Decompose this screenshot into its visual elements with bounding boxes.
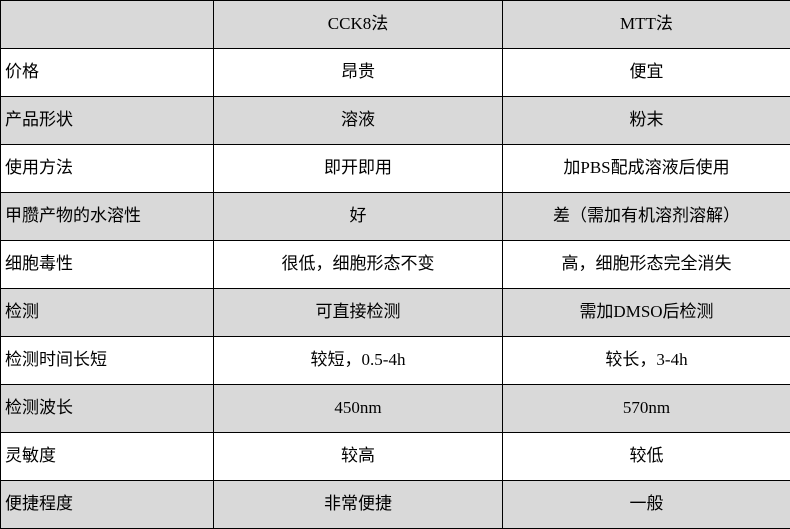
table-row: 灵敏度 较高 较低 (0, 432, 790, 481)
cell-cck8-cytotoxicity: 很低，细胞形态不变 (213, 240, 503, 289)
table-row: 甲臜产物的水溶性 好 差（需加有机溶剂溶解） (0, 192, 790, 241)
row-label-detection: 检测 (0, 288, 214, 337)
row-label-formazan-solubility: 甲臜产物的水溶性 (0, 192, 214, 241)
table-row: 检测波长 450nm 570nm (0, 384, 790, 433)
cell-mtt-formazan-solubility: 差（需加有机溶剂溶解） (502, 192, 790, 241)
header-mtt: MTT法 (502, 0, 790, 49)
table-row: 使用方法 即开即用 加PBS配成溶液后使用 (0, 144, 790, 193)
cell-mtt-usage-method: 加PBS配成溶液后使用 (502, 144, 790, 193)
cell-cck8-price: 昂贵 (213, 48, 503, 97)
header-corner-cell (0, 0, 214, 49)
row-label-convenience: 便捷程度 (0, 480, 214, 529)
cell-mtt-cytotoxicity: 高，细胞形态完全消失 (502, 240, 790, 289)
cell-cck8-detection: 可直接检测 (213, 288, 503, 337)
cell-mtt-product-form: 粉末 (502, 96, 790, 145)
table-row: 检测 可直接检测 需加DMSO后检测 (0, 288, 790, 337)
row-label-cytotoxicity: 细胞毒性 (0, 240, 214, 289)
header-cck8: CCK8法 (213, 0, 503, 49)
table-row: 产品形状 溶液 粉末 (0, 96, 790, 145)
cell-cck8-product-form: 溶液 (213, 96, 503, 145)
row-label-detection-time: 检测时间长短 (0, 336, 214, 385)
table-row: 价格 昂贵 便宜 (0, 48, 790, 97)
table-row: 细胞毒性 很低，细胞形态不变 高，细胞形态完全消失 (0, 240, 790, 289)
cell-mtt-convenience: 一般 (502, 480, 790, 529)
cell-cck8-sensitivity: 较高 (213, 432, 503, 481)
table-row: 检测时间长短 较短，0.5-4h 较长，3-4h (0, 336, 790, 385)
row-label-wavelength: 检测波长 (0, 384, 214, 433)
cell-mtt-wavelength: 570nm (502, 384, 790, 433)
cell-mtt-detection: 需加DMSO后检测 (502, 288, 790, 337)
table-header-row: CCK8法 MTT法 (0, 0, 790, 49)
row-label-usage-method: 使用方法 (0, 144, 214, 193)
cell-cck8-convenience: 非常便捷 (213, 480, 503, 529)
cell-mtt-price: 便宜 (502, 48, 790, 97)
cell-cck8-detection-time: 较短，0.5-4h (213, 336, 503, 385)
row-label-product-form: 产品形状 (0, 96, 214, 145)
cell-cck8-usage-method: 即开即用 (213, 144, 503, 193)
table-row: 便捷程度 非常便捷 一般 (0, 480, 790, 529)
row-label-price: 价格 (0, 48, 214, 97)
cell-mtt-detection-time: 较长，3-4h (502, 336, 790, 385)
cell-mtt-sensitivity: 较低 (502, 432, 790, 481)
cell-cck8-formazan-solubility: 好 (213, 192, 503, 241)
cell-cck8-wavelength: 450nm (213, 384, 503, 433)
row-label-sensitivity: 灵敏度 (0, 432, 214, 481)
